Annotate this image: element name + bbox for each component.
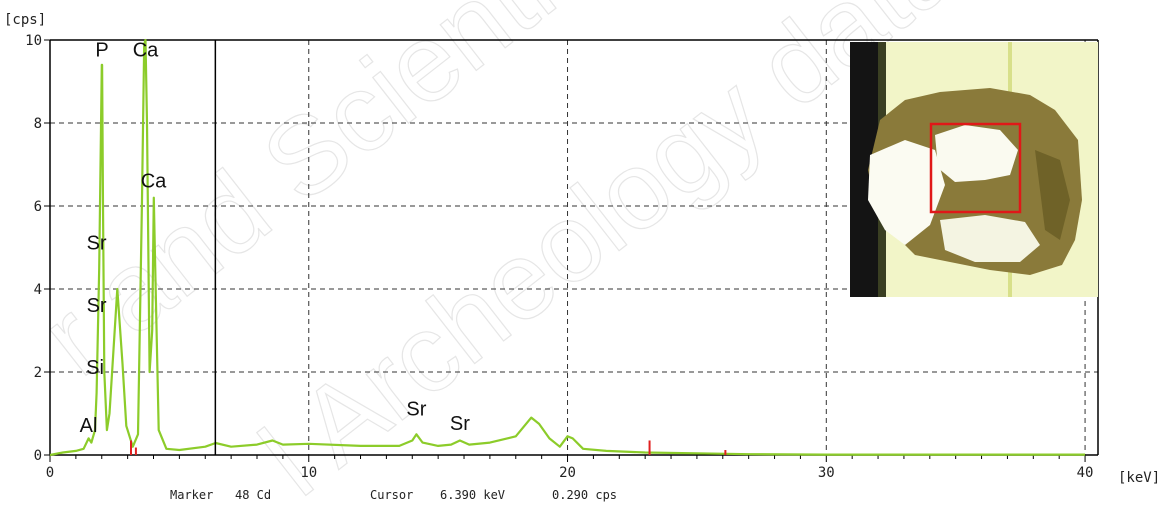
sample-photo-inset (850, 42, 1098, 297)
x-tick-labels: 0 10 20 30 40 (46, 455, 1094, 481)
region-of-interest-frame (929, 122, 1022, 214)
y-tick-label: 10 (25, 33, 42, 49)
peak-label: Si (86, 357, 104, 379)
marker-value: 48 Cd (235, 488, 271, 502)
watermark: r and Scientific Te l Archeology data (18, 0, 981, 505)
y-axis-label: [cps] (4, 12, 46, 28)
y-tick-label: 2 (34, 365, 42, 381)
peak-label: Sr (87, 295, 107, 317)
cursor-cps: 0.290 cps (552, 488, 617, 502)
peak-label: Sr (450, 413, 470, 435)
marker-label: Marker (170, 488, 213, 502)
peak-label: Al (80, 415, 98, 437)
x-tick-label: 30 (818, 465, 835, 481)
element-markers (129, 440, 727, 455)
peak-label: Sr (406, 399, 426, 421)
y-tick-labels: 0 2 4 6 8 10 (25, 33, 50, 464)
peak-labels: P Ca Ca Sr Sr Si Al Sr Sr (80, 40, 471, 438)
status-bar: Marker 48 Cd Cursor 6.390 keV 0.290 cps (170, 488, 617, 502)
y-tick-label: 4 (34, 282, 42, 298)
peak-label: Sr (87, 233, 107, 255)
x-tick-label: 40 (1077, 465, 1094, 481)
peak-label: Ca (141, 170, 167, 192)
x-tick-label: 0 (46, 465, 54, 481)
peak-label: Ca (133, 40, 159, 62)
y-tick-label: 6 (34, 199, 42, 215)
x-axis-label: [keV] (1118, 470, 1159, 486)
cursor-label: Cursor (370, 488, 413, 502)
y-tick-label: 0 (34, 448, 42, 464)
spectrum-line-0 (49, 38, 1086, 457)
cursor-energy: 6.390 keV (440, 488, 505, 502)
peak-label: P (95, 40, 108, 62)
y-tick-label: 8 (34, 116, 42, 132)
x-tick-label: 20 (559, 465, 576, 481)
x-tick-label: 10 (300, 465, 317, 481)
spectrum-series (49, 38, 1086, 457)
